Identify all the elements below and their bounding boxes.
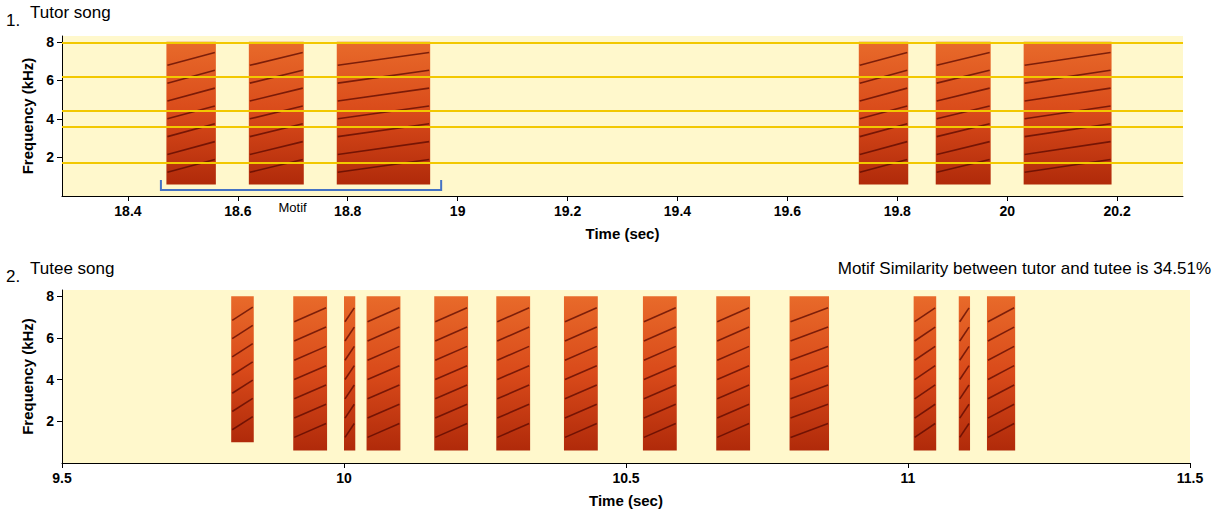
svg-text:6: 6 [46,330,54,346]
svg-text:Time (sec): Time (sec) [586,225,660,242]
svg-text:8: 8 [46,34,54,50]
svg-text:19.2: 19.2 [554,203,581,219]
svg-text:2: 2 [46,149,54,165]
svg-text:19: 19 [450,203,466,219]
svg-text:9.5: 9.5 [52,470,72,486]
svg-text:11.5: 11.5 [1177,470,1204,486]
svg-text:19.8: 19.8 [884,203,911,219]
svg-text:Tutee song: Tutee song [30,259,114,278]
svg-text:Time (sec): Time (sec) [589,492,663,509]
svg-text:Motif Similarity between tutor: Motif Similarity between tutor and tutee… [838,259,1211,278]
svg-text:Tutor song: Tutor song [30,3,111,22]
svg-text:20.2: 20.2 [1103,203,1130,219]
svg-text:19.4: 19.4 [664,203,691,219]
svg-text:6: 6 [46,72,54,88]
svg-text:11: 11 [901,470,916,486]
svg-text:10: 10 [336,470,352,486]
svg-text:8: 8 [46,288,54,304]
svg-text:19.6: 19.6 [774,203,801,219]
svg-text:4: 4 [46,111,54,127]
svg-text:2.: 2. [6,267,20,286]
svg-text:1.: 1. [6,11,20,30]
svg-text:Frequency (kHz): Frequency (kHz) [19,58,36,175]
svg-text:Frequency (kHz): Frequency (kHz) [19,318,36,435]
svg-text:2: 2 [46,413,54,429]
svg-text:18.8: 18.8 [334,203,361,219]
svg-text:10.5: 10.5 [612,470,639,486]
svg-text:18.6: 18.6 [224,203,251,219]
svg-text:4: 4 [46,372,54,388]
svg-text:18.4: 18.4 [114,203,141,219]
svg-text:20: 20 [999,203,1015,219]
svg-text:Motif: Motif [279,200,308,215]
